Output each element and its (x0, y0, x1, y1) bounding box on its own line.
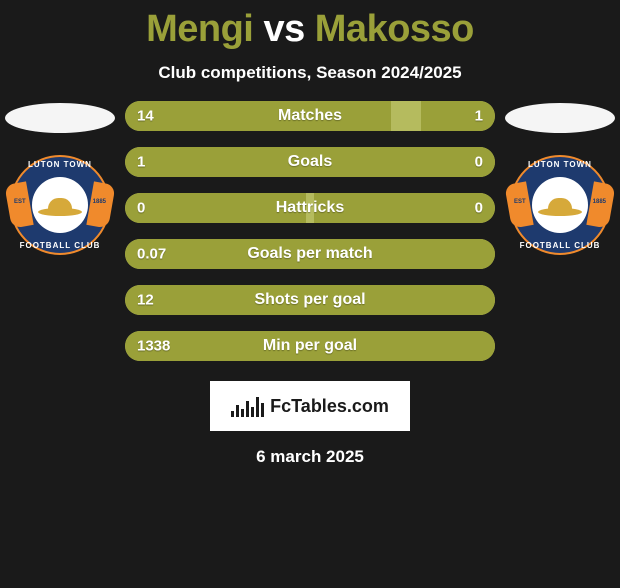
stat-bar-row: Matches14 1 (125, 101, 495, 131)
stat-value-left: 1 (137, 154, 145, 171)
stat-bar-row: Shots per goal12 (125, 285, 495, 315)
club-badge-left: LUTON TOWN FOOTBALL CLUB EST 1885 (10, 155, 110, 255)
club-badge-right: LUTON TOWN FOOTBALL CLUB EST 1885 (510, 155, 610, 255)
logo-text: FcTables.com (270, 396, 389, 417)
badge-top-text: LUTON TOWN (10, 160, 110, 169)
player-avatar-placeholder (5, 103, 115, 133)
stat-label: Goals (125, 153, 495, 171)
footer-date: 6 march 2025 (0, 447, 620, 467)
stat-value-right: 0 (475, 154, 483, 171)
stat-bar-row: Goals1 0 (125, 147, 495, 177)
logo-bars-icon (231, 395, 264, 417)
stat-bar-row: Goals per match0.07 (125, 239, 495, 269)
stat-label: Hattricks (125, 199, 495, 217)
stat-value-right: 1 (475, 108, 483, 125)
right-player-column: LUTON TOWN FOOTBALL CLUB EST 1885 (500, 101, 620, 255)
stat-value-left: 0 (137, 200, 145, 217)
title-vs: vs (263, 8, 304, 50)
stat-bar-row: Min per goal1338 (125, 331, 495, 361)
left-player-column: LUTON TOWN FOOTBALL CLUB EST 1885 (0, 101, 120, 255)
stat-bars: Matches141Goals10Hattricks00Goals per ma… (125, 101, 495, 361)
fctables-logo: FcTables.com (210, 381, 410, 431)
stat-value-left: 0.07 (137, 246, 166, 263)
subtitle: Club competitions, Season 2024/2025 (0, 63, 620, 83)
badge-top-text: LUTON TOWN (510, 160, 610, 169)
title-player1: Mengi (146, 8, 253, 50)
badge-bottom-text: FOOTBALL CLUB (10, 241, 110, 250)
stat-bar-row: Hattricks0 0 (125, 193, 495, 223)
comparison-panel: LUTON TOWN FOOTBALL CLUB EST 1885 LUTON … (0, 101, 620, 361)
player-avatar-placeholder (505, 103, 615, 133)
stat-value-left: 12 (137, 292, 154, 309)
page-title: Mengi vs Makosso (0, 8, 620, 51)
badge-bottom-text: FOOTBALL CLUB (510, 241, 610, 250)
stat-value-left: 1338 (137, 338, 170, 355)
stat-label: Shots per goal (125, 291, 495, 309)
title-player2: Makosso (315, 8, 474, 50)
stat-value-left: 14 (137, 108, 154, 125)
stat-value-right: 0 (475, 200, 483, 217)
stat-label: Goals per match (125, 245, 495, 263)
stat-label: Min per goal (125, 337, 495, 355)
stat-label: Matches (125, 107, 495, 125)
